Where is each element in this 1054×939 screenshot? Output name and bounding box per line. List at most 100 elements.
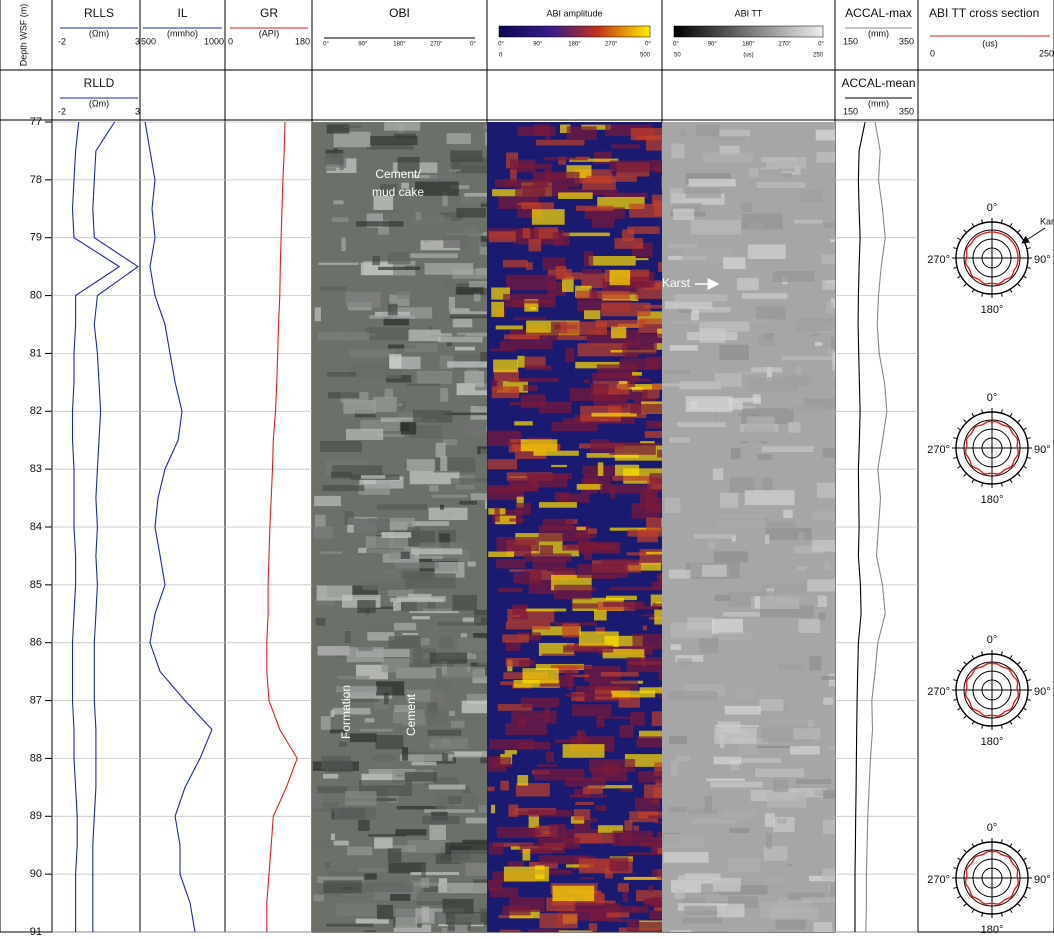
azimuth-label: 270° bbox=[927, 686, 950, 698]
obi-image-texture bbox=[449, 711, 455, 716]
azimuth-label: 180° bbox=[981, 736, 1004, 748]
abi-amplitude-image-texture bbox=[627, 657, 662, 672]
polar-tick bbox=[982, 725, 983, 729]
abi-tt-image-texture bbox=[823, 448, 835, 458]
abi-amplitude-image-texture bbox=[657, 450, 662, 458]
polar-tick bbox=[1010, 721, 1012, 724]
abi-tt-image-texture bbox=[793, 728, 820, 739]
abi-amplitude-image-texture bbox=[632, 503, 661, 518]
abi-amplitude-image-texture bbox=[649, 886, 653, 892]
obi-image-texture bbox=[332, 217, 349, 222]
depth-tick-label: 77 bbox=[30, 116, 42, 128]
polar-tick bbox=[1017, 420, 1020, 423]
obi-image-texture bbox=[485, 500, 487, 509]
obi-image-texture bbox=[331, 472, 352, 477]
abi-amplitude-image-texture bbox=[652, 581, 662, 589]
abi-amplitude-image-texture bbox=[546, 752, 554, 763]
abi-amplitude-image-texture bbox=[577, 484, 602, 490]
abi-tt-image-texture bbox=[671, 930, 691, 932]
abi-tt-image-texture bbox=[668, 807, 687, 813]
abi-tt-image-texture bbox=[778, 664, 803, 670]
abi-tt-image-texture bbox=[759, 699, 783, 711]
abi-amplitude-image-texture bbox=[661, 518, 662, 527]
polar-tick bbox=[957, 858, 960, 860]
abi-tt-image-texture bbox=[715, 514, 764, 528]
abi-amplitude-image-texture bbox=[644, 305, 662, 309]
polar-tick bbox=[1023, 238, 1026, 240]
obi-image-texture bbox=[375, 735, 403, 749]
abi-amplitude-image-texture bbox=[528, 475, 567, 488]
abi-amplitude-image-texture bbox=[591, 413, 636, 417]
abi-amplitude-image-texture bbox=[488, 551, 514, 557]
abi-amplitude-image-texture bbox=[646, 421, 662, 429]
abi-amplitude-image-texture bbox=[572, 603, 598, 608]
obi-image-texture bbox=[450, 150, 482, 161]
depth-tick-label: 90 bbox=[30, 868, 42, 880]
obi-image-texture bbox=[480, 352, 487, 363]
obi-image-texture bbox=[327, 372, 357, 377]
abi-amplitude-image-texture bbox=[517, 356, 524, 368]
abi-amplitude-image-texture bbox=[580, 877, 594, 880]
abi-amplitude-image-texture bbox=[624, 820, 632, 830]
abi-tt-image-texture bbox=[664, 370, 689, 375]
abi-tt-image-texture bbox=[796, 366, 801, 376]
abi-amplitude-image-texture bbox=[489, 843, 504, 855]
abi-tt-image-texture bbox=[745, 490, 795, 505]
obi-image-texture bbox=[341, 238, 345, 252]
azimuth-label: 180° bbox=[981, 924, 1004, 936]
abi-tt-image-texture bbox=[665, 301, 712, 308]
scale-max: 3 bbox=[135, 106, 140, 116]
polar-tick bbox=[972, 655, 974, 658]
obi-image-texture bbox=[317, 786, 347, 793]
abi-tt-image-texture bbox=[755, 266, 765, 271]
obi-image-texture bbox=[425, 263, 474, 275]
abi-amplitude-image-texture bbox=[629, 204, 662, 218]
abi-tt-image-texture bbox=[675, 889, 685, 899]
abi-amplitude-image-texture bbox=[514, 573, 524, 583]
abi-tt-image-texture bbox=[755, 769, 804, 778]
obi-image-texture bbox=[345, 292, 380, 308]
obi-image-texture bbox=[464, 193, 487, 197]
obi-image-texture bbox=[440, 456, 447, 470]
abi-amplitude-image-texture bbox=[496, 537, 539, 551]
obi-image-texture bbox=[358, 868, 387, 873]
polar-tick bbox=[1027, 699, 1031, 700]
abi-amplitude-image-texture bbox=[577, 730, 582, 745]
obi-image-texture bbox=[350, 733, 377, 742]
abi-amplitude-image-texture bbox=[589, 923, 598, 931]
polar-tick bbox=[1023, 670, 1026, 672]
abi-amplitude-image-texture bbox=[553, 886, 595, 901]
obi-image-texture bbox=[449, 169, 461, 172]
abi-tt-image-texture bbox=[812, 511, 835, 521]
polar-tick bbox=[1023, 466, 1026, 468]
abi-amplitude-image-texture bbox=[594, 152, 612, 165]
abi-amplitude-image-texture bbox=[496, 325, 523, 329]
obi-image-texture bbox=[446, 912, 487, 925]
abi-amplitude-image-texture bbox=[488, 431, 521, 446]
scale-max: 1000 bbox=[204, 36, 224, 46]
azimuth-label: 180° bbox=[742, 42, 755, 48]
abi-tt-image-texture bbox=[755, 596, 760, 608]
abi-amplitude-image-texture bbox=[631, 128, 662, 140]
abi-amplitude-image-texture bbox=[572, 705, 612, 717]
obi-image-texture bbox=[412, 521, 450, 526]
abi-amplitude-image-texture bbox=[619, 381, 627, 384]
abi-amplitude-image-texture bbox=[650, 473, 662, 484]
scale-min: -2 bbox=[58, 36, 66, 46]
abi-tt-image-texture bbox=[669, 736, 687, 744]
abi-amplitude-image-texture bbox=[576, 206, 614, 211]
polar-tick bbox=[972, 289, 974, 292]
abi-tt-image-texture bbox=[723, 612, 760, 616]
abi-amplitude-image-texture bbox=[526, 609, 566, 612]
abi-tt-image-texture bbox=[742, 293, 788, 299]
abi-tt-image-texture bbox=[723, 257, 745, 269]
abi-tt-image-texture bbox=[753, 394, 761, 404]
obi-image-texture bbox=[312, 793, 323, 808]
abi-amplitude-image-texture bbox=[657, 848, 662, 854]
abi-amplitude-image-texture bbox=[618, 883, 629, 892]
abi-amplitude-image-texture bbox=[498, 588, 523, 593]
cross-section-plot: 0°90°180°270° bbox=[927, 392, 1050, 506]
obi-image-texture bbox=[362, 883, 413, 893]
polar-tick bbox=[982, 839, 983, 843]
abi-amplitude-image-texture bbox=[504, 867, 549, 882]
